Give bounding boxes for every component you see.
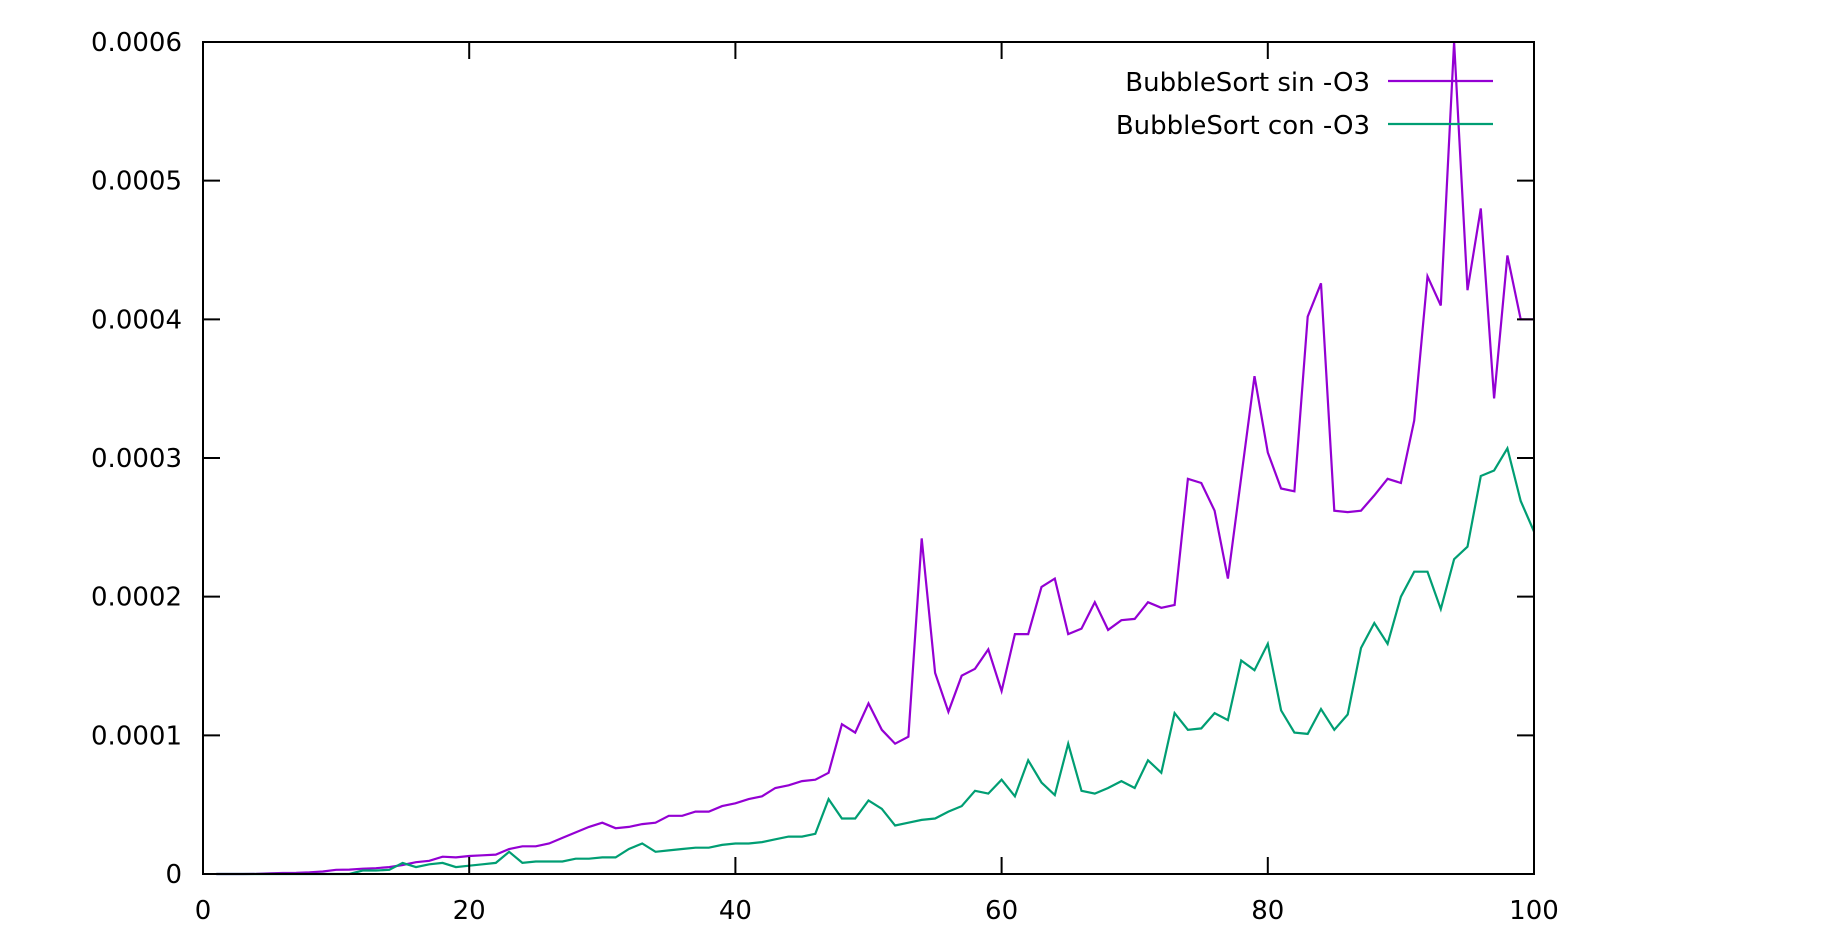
x-tick-label: 20 [453,896,486,926]
y-tick-labels: 0 0.0001 0.0002 0.0003 0.0004 0.0005 0.0006 [91,28,182,890]
legend-label-2: BubbleSort con -O3 [1116,111,1370,141]
x-tick-label: 80 [1251,896,1284,926]
x-tick-label: 100 [1509,896,1559,926]
series-line-1 [216,41,1534,876]
plot-frame [202,41,1535,875]
x-tick-label: 0 [195,896,212,926]
x-tick-label: 40 [719,896,752,926]
legend: BubbleSort sin -O3 BubbleSort con -O3 [1116,68,1493,141]
plot-ticks [202,41,1535,875]
y-tick-label: 0.0003 [91,444,182,474]
series-line-2 [216,445,1536,876]
y-tick-label: 0.0002 [91,583,182,613]
y-tick-label: 0.0005 [91,167,182,197]
plot-lines [216,41,1536,876]
legend-label-1: BubbleSort sin -O3 [1125,68,1370,98]
x-tick-label: 60 [985,896,1018,926]
x-tick-labels: 0 20 40 60 80 100 [195,896,1559,926]
y-tick-label: 0.0004 [91,305,182,335]
y-tick-label: 0 [165,860,182,890]
y-tick-label: 0.0006 [91,28,182,58]
y-tick-label: 0.0001 [91,721,182,751]
